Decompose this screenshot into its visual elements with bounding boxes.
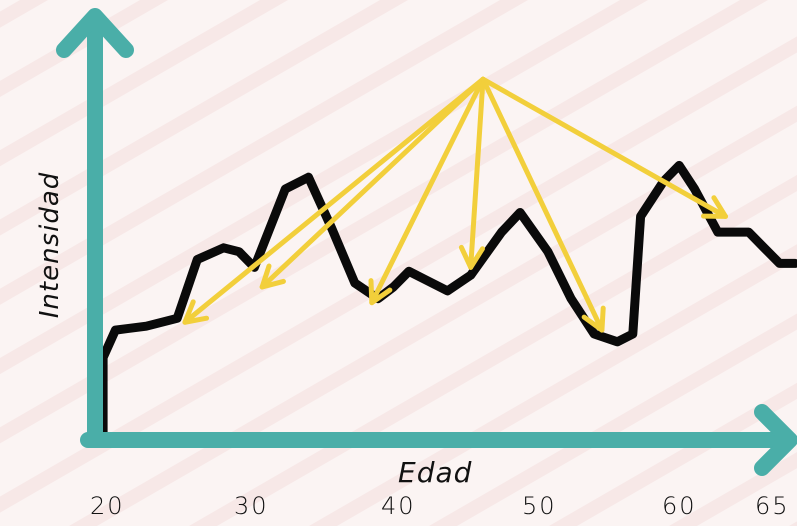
annotation-arrow <box>480 76 728 219</box>
x-tick-label: 40 <box>381 492 416 520</box>
arrow-shaft <box>259 76 486 290</box>
arrow-shaft <box>369 76 486 306</box>
series-layer <box>98 160 797 437</box>
arrow-head <box>458 244 485 270</box>
arrow-head <box>701 195 728 219</box>
y-axis-arrowhead <box>56 8 134 58</box>
x-tick-label: 50 <box>522 492 557 520</box>
x-tick-label: 30 <box>234 492 269 520</box>
arrow-head <box>368 278 393 306</box>
arrow-shaft <box>480 76 728 219</box>
y-axis-label: Intensidad <box>35 171 65 319</box>
x-tick-label: 20 <box>90 492 125 520</box>
x-axis-label: Edad <box>398 456 473 489</box>
x-tick-label: 65 <box>755 492 790 520</box>
x-axis-arrowhead <box>754 404 797 476</box>
x-tick-label: 60 <box>662 492 697 520</box>
arrow-shaft <box>480 76 605 333</box>
intensity-series-line <box>98 160 797 437</box>
annotation-arrows <box>182 76 728 333</box>
axes <box>56 8 797 476</box>
arrow-head <box>182 299 210 325</box>
arrow-shaft <box>468 76 486 270</box>
annotation-arrow <box>182 76 486 325</box>
arrow-shaft <box>182 76 486 325</box>
arrow-head <box>259 263 286 290</box>
annotation-arrow <box>368 76 486 306</box>
annotation-arrow <box>259 76 486 290</box>
annotation-arrow <box>480 76 606 333</box>
arrow-head <box>581 305 606 333</box>
annotation-arrow <box>458 76 486 270</box>
